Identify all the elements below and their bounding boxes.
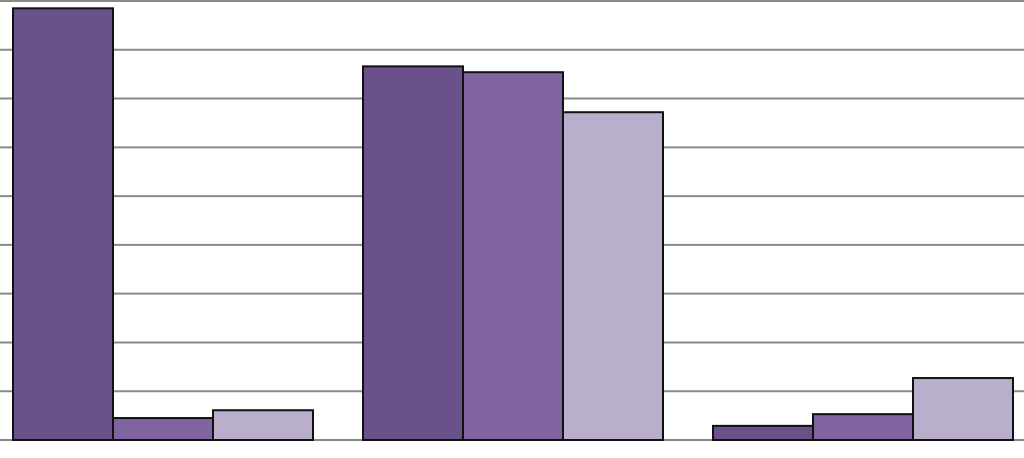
bar bbox=[112, 417, 214, 441]
bar bbox=[812, 413, 914, 441]
bar bbox=[912, 377, 1014, 441]
bar bbox=[212, 409, 314, 441]
bar bbox=[562, 111, 664, 441]
bar bbox=[362, 65, 464, 442]
bar bbox=[462, 71, 564, 442]
bar bbox=[12, 7, 114, 441]
bar bbox=[712, 424, 814, 441]
